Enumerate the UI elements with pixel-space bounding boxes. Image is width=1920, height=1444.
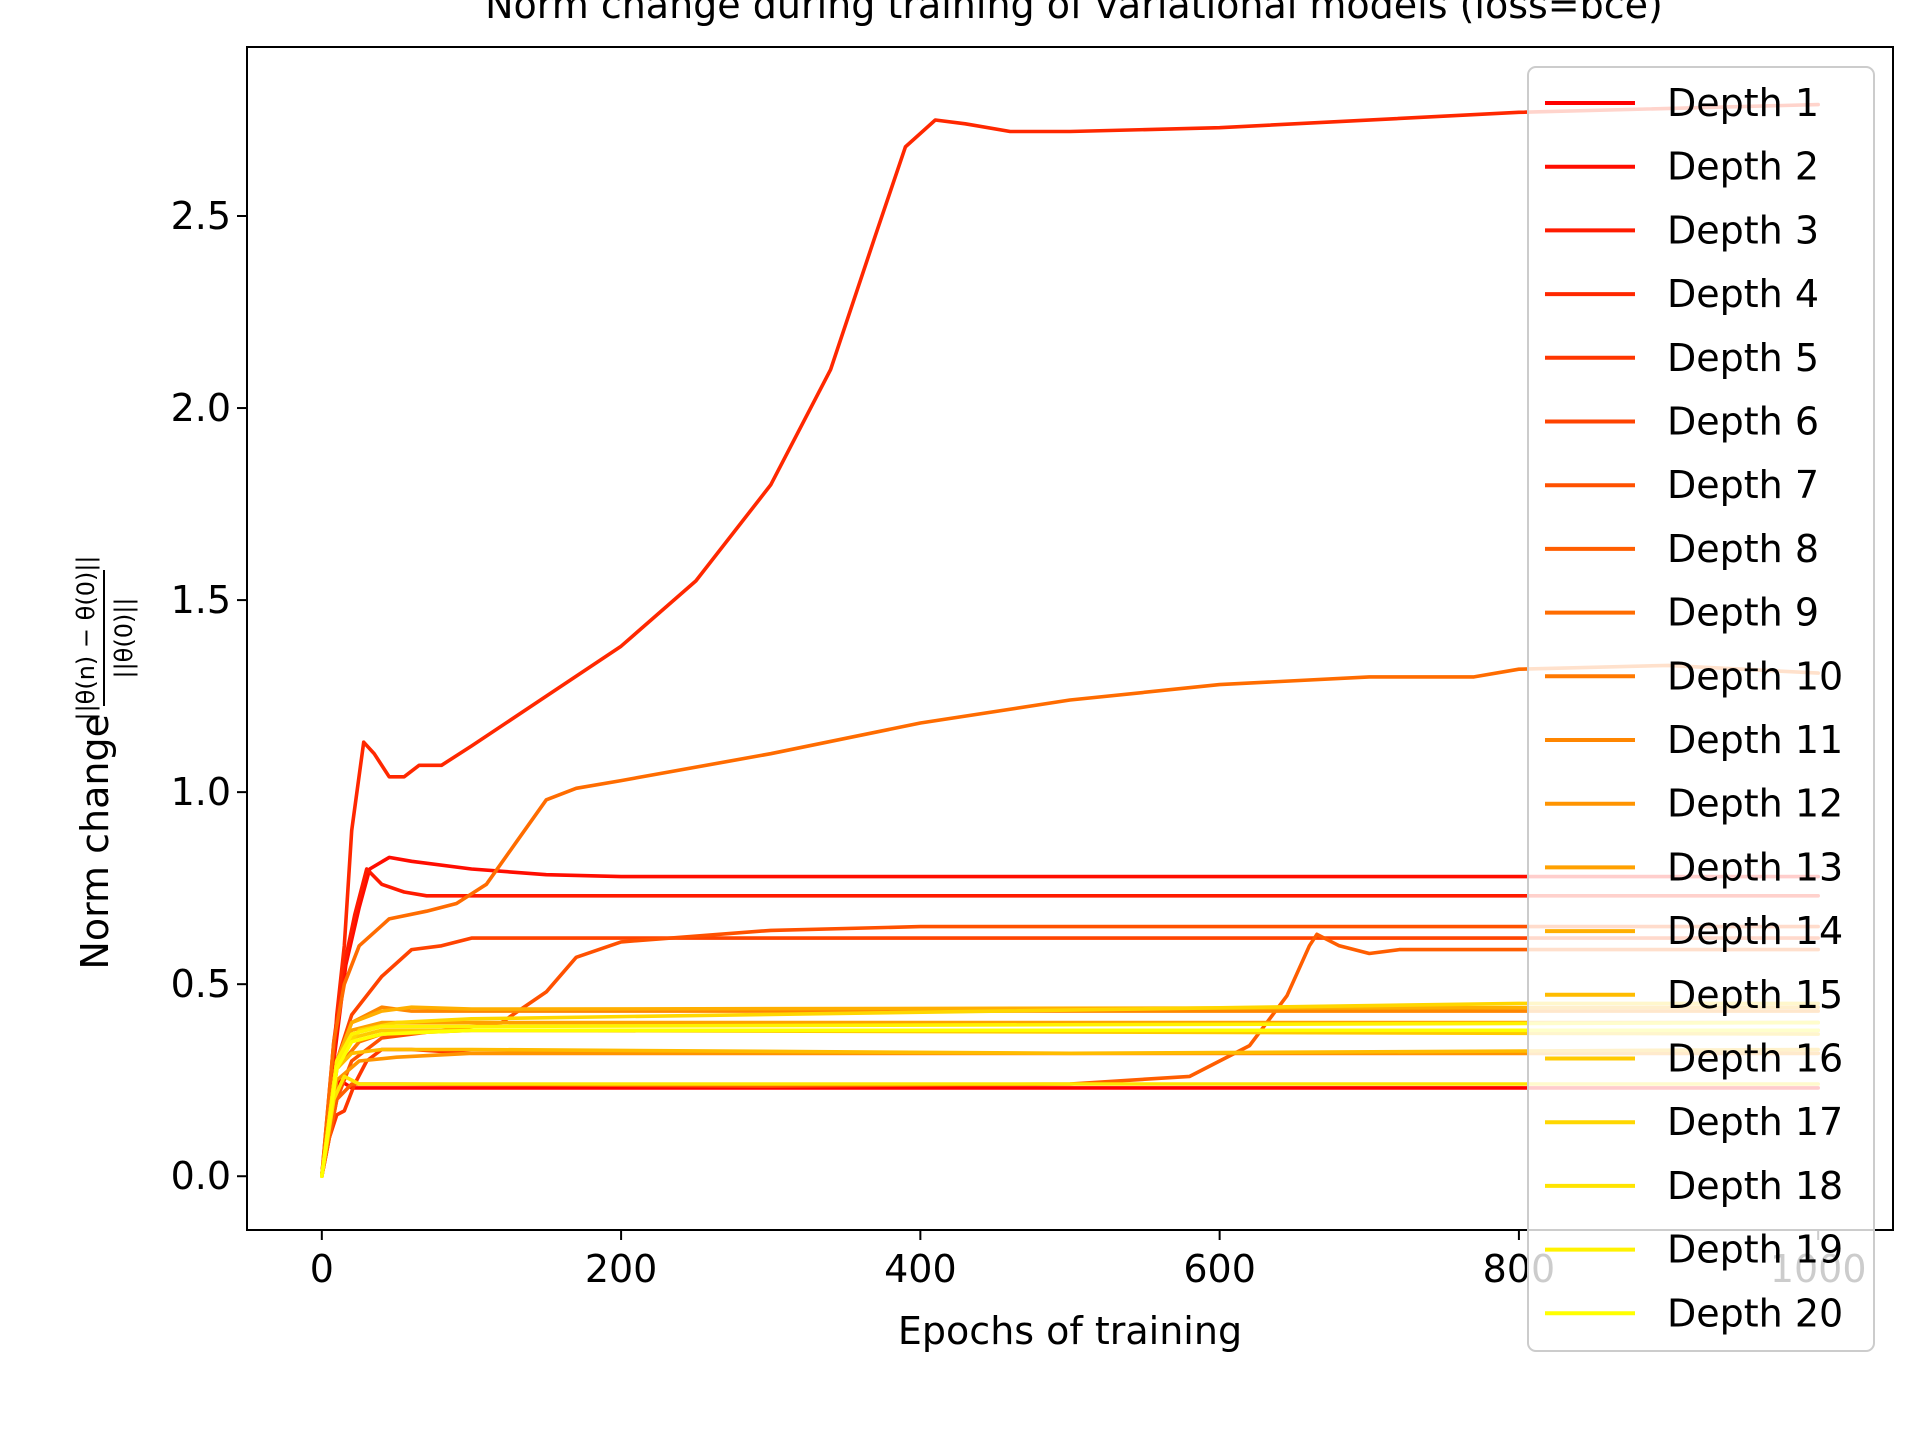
legend-label-depth-8: Depth 8 bbox=[1667, 527, 1819, 571]
x-tick-label: 0 bbox=[310, 1247, 334, 1291]
legend-label-depth-11: Depth 11 bbox=[1667, 718, 1843, 762]
legend-label-depth-19: Depth 19 bbox=[1667, 1228, 1843, 1272]
series-line-depth-4 bbox=[320, 102, 1820, 1178]
y-tick-label: 0.0 bbox=[171, 1154, 231, 1198]
legend-label-depth-14: Depth 14 bbox=[1667, 909, 1843, 953]
legend-label-depth-13: Depth 13 bbox=[1667, 845, 1843, 889]
legend-label-depth-7: Depth 7 bbox=[1667, 463, 1819, 507]
x-axis-label: Epochs of training bbox=[898, 1309, 1242, 1353]
series-line-depth-9 bbox=[320, 663, 1820, 1178]
series-line-depth-20 bbox=[320, 1028, 1820, 1178]
legend-label-depth-3: Depth 3 bbox=[1667, 208, 1819, 252]
y-axis-label: Norm change ||θ(n) − θ(0)|| ||θ(0)|| bbox=[72, 555, 138, 969]
axes-frame bbox=[246, 46, 1894, 1231]
y-tick-label: 1.0 bbox=[171, 770, 231, 814]
series-line-depth-7 bbox=[320, 924, 1820, 1178]
legend-label-depth-16: Depth 16 bbox=[1667, 1037, 1843, 1081]
y-axis-label-text: Norm change bbox=[73, 714, 117, 970]
plot-area bbox=[320, 102, 1820, 1178]
legend-label-depth-12: Depth 12 bbox=[1667, 782, 1843, 826]
legend-label-depth-20: Depth 20 bbox=[1667, 1291, 1843, 1335]
legend-label-depth-9: Depth 9 bbox=[1667, 591, 1819, 635]
y-tick-label: 0.5 bbox=[171, 962, 231, 1006]
legend-label-depth-1: Depth 1 bbox=[1667, 81, 1819, 125]
legend-label-depth-15: Depth 15 bbox=[1667, 973, 1843, 1017]
legend-label-depth-10: Depth 10 bbox=[1667, 654, 1843, 698]
y-axis: 0.0 0.5 1.0 1.5 2.0 2.5 bbox=[171, 194, 247, 1198]
y-axis-label-denominator: ||θ(0)|| bbox=[110, 597, 138, 678]
x-tick-label: 400 bbox=[884, 1247, 957, 1291]
legend-label-depth-2: Depth 2 bbox=[1667, 145, 1819, 189]
legend-label-depth-18: Depth 18 bbox=[1667, 1164, 1843, 1208]
legend: Depth 1 Depth 2 Depth 3 Depth 4 Depth 5 Depth… bbox=[1527, 66, 1875, 1352]
legend-label-depth-6: Depth 6 bbox=[1667, 400, 1819, 444]
x-tick-label: 200 bbox=[585, 1247, 658, 1291]
x-tick-label: 600 bbox=[1183, 1247, 1256, 1291]
legend-label-depth-17: Depth 17 bbox=[1667, 1100, 1843, 1144]
legend-label-depth-4: Depth 4 bbox=[1667, 272, 1819, 316]
legend-box bbox=[1527, 66, 1875, 1352]
y-axis-label-numerator: ||θ(n) − θ(0)|| bbox=[72, 555, 100, 720]
y-tick-label: 1.5 bbox=[171, 578, 231, 622]
legend-label-depth-5: Depth 5 bbox=[1667, 336, 1819, 380]
y-tick-label: 2.5 bbox=[171, 194, 231, 238]
y-tick-label: 2.0 bbox=[171, 386, 231, 430]
chart-title: Norm change during training of variation… bbox=[485, 0, 1663, 27]
